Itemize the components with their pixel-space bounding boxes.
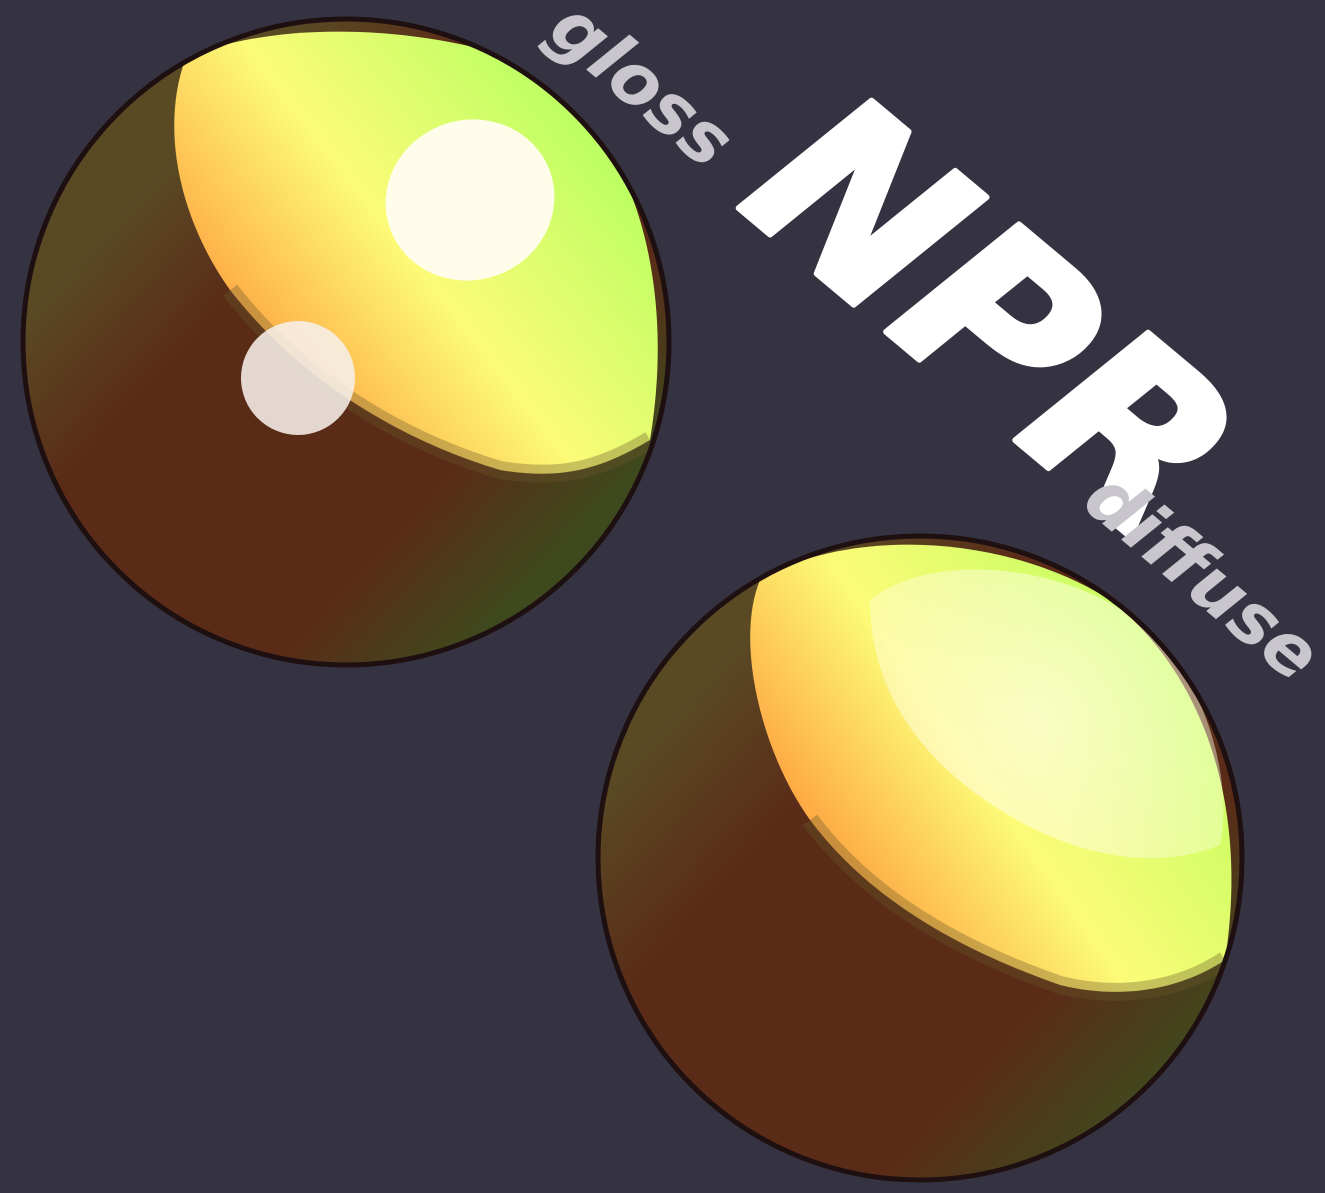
diffuse-soft-highlight: [870, 569, 1224, 859]
gloss-rim-highlight: [241, 321, 355, 435]
npr-title: NPR: [700, 43, 1284, 593]
gloss-specular-highlight: [385, 119, 555, 281]
gloss-sphere: [20, 16, 672, 668]
diffuse-sphere: [595, 533, 1245, 1183]
